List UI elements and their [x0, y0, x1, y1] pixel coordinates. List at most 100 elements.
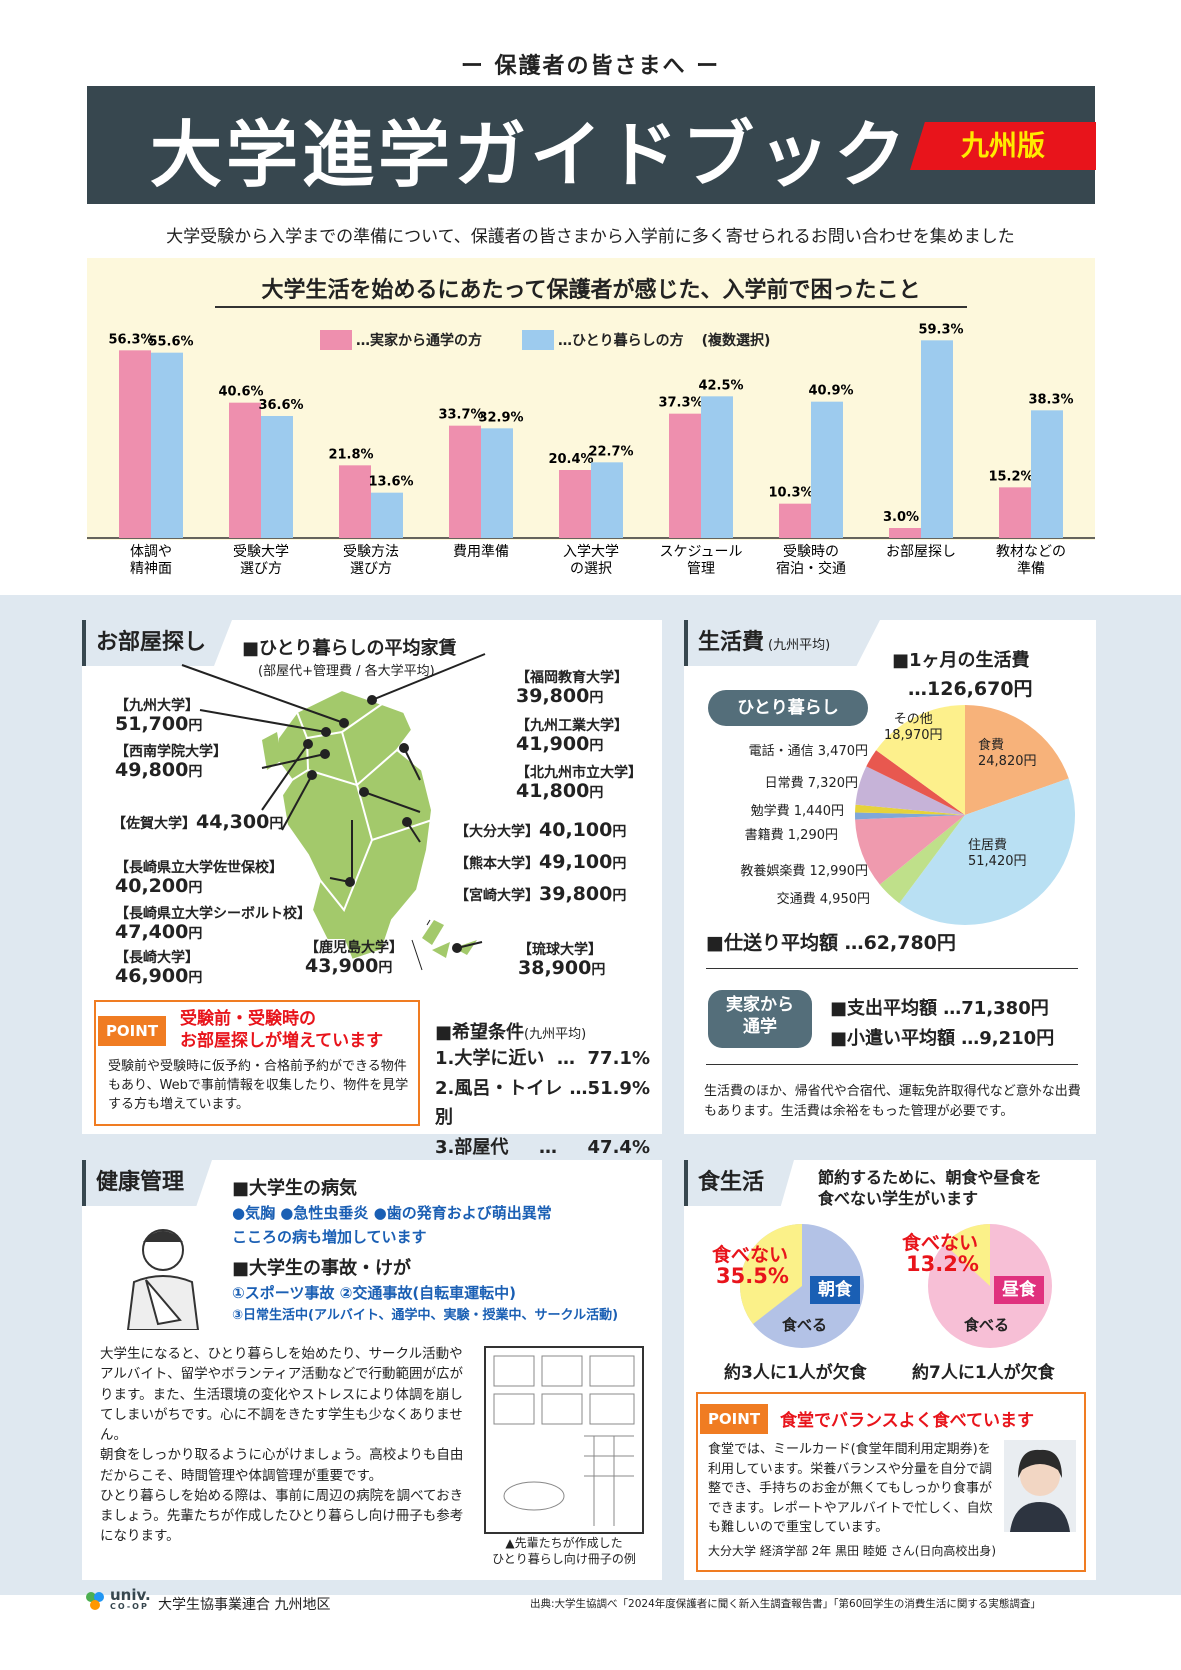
chart-title-underline [215, 306, 967, 308]
lunch-summary: 約7人に1人が欠食 [912, 1363, 1055, 1383]
header-subtitle: ー 保護者の皆さまへ ー [460, 54, 721, 79]
bar-value-label: 32.9% [478, 410, 523, 425]
kenko-tab: 健康管理 [82, 1160, 212, 1206]
category-label: 精神面 [130, 561, 172, 577]
booklet-illustration [484, 1346, 644, 1534]
kibou-title: ■希望条件(九州平均) [435, 1022, 587, 1043]
legend-label: …実家から通学の方 [356, 333, 482, 349]
uni-seinan: 【西南学院大学】 49,800円 [115, 744, 227, 782]
student-name: 大分大学 経済学部 2年 黒田 睦姫 さん(日向高校出身) [708, 1544, 997, 1558]
injured-student-illustration [126, 1229, 200, 1330]
bar-value-label: 13.6% [368, 475, 413, 490]
pie-slice [876, 705, 965, 815]
category-label: 教材などの [996, 544, 1066, 560]
kyushu-map [181, 653, 486, 971]
uni-nagasaki: 【長崎大学】 46,900円 [115, 950, 203, 988]
pie-slice [855, 815, 965, 885]
bar [591, 462, 623, 538]
pie-label-kyoyo: 教養娯楽費 12,990円 [740, 864, 868, 879]
bar-value-label: 20.4% [548, 452, 593, 467]
bar [449, 425, 481, 538]
legend-label: …ひとり暮らしの方 [558, 333, 684, 349]
pie-label-shokuhi: 食費 24,820円 [978, 738, 1037, 770]
bar [339, 465, 371, 538]
pie-slice [879, 815, 965, 904]
uni-nagasaki-kenritsu-sasebo: 【長崎県立大学佐世保校】 40,200円 [115, 860, 283, 898]
pie-label-shoseki: 書籍費 1,290円 [744, 828, 838, 843]
jikka-pill: 実家から 通学 [708, 990, 812, 1048]
page-title: 大学進学ガイドブック [150, 113, 911, 197]
bar-value-label: 40.6% [218, 385, 263, 400]
intro-text: 大学受験から入学までの準備について、保護者の皆さまから入学前に多く寄せられるお問… [166, 227, 1015, 247]
legend-swatch [522, 330, 554, 350]
shishutsu: ■支出平均額 …71,380円 [830, 998, 1049, 1019]
bar-value-label: 21.8% [328, 447, 373, 462]
kibou-item: 1.大学に近い… 77.1% [435, 1048, 650, 1069]
bar-value-label: 22.7% [588, 444, 633, 459]
category-label: の選択 [570, 561, 612, 577]
uni-oita: 【大分大学】40,100円 [455, 819, 627, 841]
bar-value-label: 55.6% [148, 335, 193, 350]
breakfast-tag: 朝食 [810, 1276, 860, 1304]
pie-slice-skip [944, 1224, 990, 1286]
edition-badge: 九州版 [910, 122, 1096, 170]
legend-alone: …ひとり暮らしの方 (複数選択) [522, 330, 770, 350]
chart-title: 大学生活を始めるにあたって保護者が感じた、入学前で困ったこと [261, 278, 921, 303]
shoku-point-title: 食堂でバランスよく食べています [780, 1411, 1034, 1431]
bar [559, 470, 591, 538]
pie-label-sonota: その他 18,970円 [884, 712, 943, 743]
uni-kumamoto: 【熊本大学】49,100円 [455, 851, 627, 873]
point-tag: POINT [98, 1016, 166, 1046]
breakfast-eat-label: 食べる [782, 1316, 828, 1334]
category-label: 体調や [130, 544, 172, 560]
jiko-title: ■大学生の事故・けが [232, 1258, 412, 1279]
uni-ryukyu: 【琉球大学】 38,900円 [518, 942, 606, 980]
pie-label-gakuhi: 勉学費 1,440円 [750, 804, 844, 819]
lunch-skip-value: 13.2% [906, 1252, 979, 1276]
bar [921, 340, 953, 538]
byoki-list: ●気胸 ●急性虫垂炎 ●歯の発育および萌出異常 [232, 1204, 552, 1222]
category-label: 受験方法 [343, 544, 399, 560]
kibou-item: 2.風呂・トイレ別… 51.9% [435, 1077, 650, 1129]
bar [889, 528, 921, 538]
bar-value-label: 15.2% [988, 469, 1033, 484]
kenko-body: 大学生になると、ひとり暮らしを始めたり、サークル活動やアルバイト、留学やボランテ… [100, 1346, 464, 1545]
uni-saga: 【佐賀大学】44,300円 [112, 811, 284, 833]
bar [1031, 410, 1063, 538]
category-label: 宿泊・交通 [776, 560, 846, 577]
student-photo [1004, 1440, 1076, 1532]
uni-miyazaki: 【宮崎大学】39,800円 [455, 883, 627, 905]
bar [229, 402, 261, 538]
pie-label-tsushin: 電話・通信 3,470円 [748, 744, 868, 759]
category-label: 選び方 [240, 561, 282, 577]
lunch-tag: 昼食 [994, 1276, 1044, 1304]
bar-value-label: 3.0% [883, 510, 919, 525]
bar-value-label: 37.3% [658, 396, 703, 411]
shoku-tab: 食生活 [684, 1160, 794, 1206]
bar [811, 401, 843, 538]
jiko-line1: ①スポーツ事故 ②交通事故(自転車運転中) [232, 1284, 517, 1302]
uni-kyushu-kogyo: 【九州工業大学】 41,900円 [516, 718, 628, 756]
category-label: 費用準備 [453, 544, 509, 560]
pie-slice [899, 778, 1075, 925]
bar-value-label: 40.9% [808, 384, 853, 399]
breakfast-skip-value: 35.5% [716, 1264, 789, 1288]
hitori-pill: ひとり暮らし [708, 690, 868, 726]
uni-kitakyushu: 【北九州市立大学】 41,800円 [516, 765, 642, 803]
bar-value-label: 10.3% [768, 486, 813, 501]
pie-label-kotsu: 交通費 4,950円 [776, 892, 870, 907]
bar [481, 428, 513, 538]
coop-logo-icon [86, 1592, 104, 1610]
jiko-line2: ③日常生活中(アルバイト、通学中、実験・授業中、サークル活動) [232, 1308, 619, 1323]
lunch-pie [928, 1224, 1052, 1348]
pie-slice [866, 750, 965, 815]
bar [151, 352, 183, 538]
heya-note: (部屋代+管理費 / 各大学平均) [258, 664, 435, 679]
breakfast-summary: 約3人に1人が欠食 [724, 1363, 867, 1383]
bar [119, 350, 151, 538]
heya-title: ■ひとり暮らしの平均家賃 [242, 638, 457, 659]
divider [706, 1064, 1078, 1065]
bar [261, 416, 293, 538]
pie-slice [855, 812, 965, 820]
bar [701, 396, 733, 538]
